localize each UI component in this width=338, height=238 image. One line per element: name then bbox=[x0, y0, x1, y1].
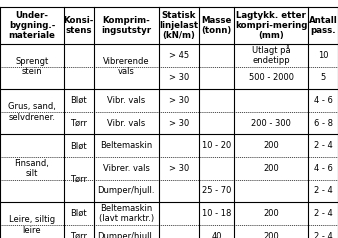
Text: 2 - 4: 2 - 4 bbox=[314, 209, 333, 218]
Text: > 30: > 30 bbox=[169, 119, 189, 128]
Text: Sprengt
stein: Sprengt stein bbox=[15, 57, 49, 76]
Text: 5: 5 bbox=[320, 74, 326, 82]
Text: Statisk
linjelast
(kN/m): Statisk linjelast (kN/m) bbox=[159, 11, 198, 40]
Text: Beltemaskin: Beltemaskin bbox=[100, 141, 152, 150]
Text: > 30: > 30 bbox=[169, 74, 189, 82]
Text: Konsi-
stens: Konsi- stens bbox=[64, 16, 94, 35]
Text: Bløt: Bløt bbox=[70, 96, 87, 105]
Text: 200: 200 bbox=[263, 232, 279, 238]
Text: Komprim-
ingsutstyr: Komprim- ingsutstyr bbox=[101, 16, 151, 35]
Text: 200: 200 bbox=[263, 164, 279, 173]
Text: 4 - 6: 4 - 6 bbox=[314, 164, 333, 173]
Text: Beltemaskin
(lavt marktr.): Beltemaskin (lavt marktr.) bbox=[99, 204, 154, 223]
Text: Tørr: Tørr bbox=[70, 232, 87, 238]
Text: Leire, siltig
leire: Leire, siltig leire bbox=[9, 215, 55, 235]
Text: 10 - 18: 10 - 18 bbox=[202, 209, 231, 218]
Text: Under-
bygning.-
materiale: Under- bygning.- materiale bbox=[8, 11, 55, 40]
Text: Antall
pass.: Antall pass. bbox=[309, 16, 338, 35]
Text: Dumper/hjull.: Dumper/hjull. bbox=[97, 187, 155, 195]
Text: Vibrer. vals: Vibrer. vals bbox=[103, 164, 150, 173]
Text: Lagtykk. etter
kompri-mering
(mm): Lagtykk. etter kompri-mering (mm) bbox=[235, 11, 308, 40]
Text: > 30: > 30 bbox=[169, 96, 189, 105]
Text: 500 - 2000: 500 - 2000 bbox=[249, 74, 294, 82]
Text: 2 - 4: 2 - 4 bbox=[314, 232, 333, 238]
Text: Bløt: Bløt bbox=[70, 141, 87, 150]
Text: 10 - 20: 10 - 20 bbox=[202, 141, 231, 150]
Text: 200 - 300: 200 - 300 bbox=[251, 119, 291, 128]
Text: 25 - 70: 25 - 70 bbox=[202, 187, 231, 195]
Text: 10: 10 bbox=[318, 51, 329, 60]
Text: Finsand,
silt: Finsand, silt bbox=[15, 159, 49, 178]
Text: Vibr. vals: Vibr. vals bbox=[107, 119, 145, 128]
Text: Tørr: Tørr bbox=[70, 119, 87, 128]
Text: Masse
(tonn): Masse (tonn) bbox=[201, 16, 232, 35]
Text: Vibr. vals: Vibr. vals bbox=[107, 96, 145, 105]
Text: 200: 200 bbox=[263, 209, 279, 218]
Text: Vibrerende
vals: Vibrerende vals bbox=[103, 57, 149, 76]
Text: Bløt: Bløt bbox=[70, 209, 87, 218]
Text: > 30: > 30 bbox=[169, 164, 189, 173]
Text: 4 - 6: 4 - 6 bbox=[314, 96, 333, 105]
Text: Tørr: Tørr bbox=[70, 175, 87, 184]
Text: > 45: > 45 bbox=[169, 51, 189, 60]
Text: 200: 200 bbox=[263, 141, 279, 150]
Text: 6 - 8: 6 - 8 bbox=[314, 119, 333, 128]
Text: Utlagt på
endetipp: Utlagt på endetipp bbox=[252, 45, 291, 65]
Text: 2 - 4: 2 - 4 bbox=[314, 141, 333, 150]
Text: 2 - 4: 2 - 4 bbox=[314, 187, 333, 195]
Text: Grus, sand,
selvdrener.: Grus, sand, selvdrener. bbox=[8, 102, 56, 122]
Text: Dumper/hjull.: Dumper/hjull. bbox=[97, 232, 155, 238]
Text: 40: 40 bbox=[211, 232, 222, 238]
